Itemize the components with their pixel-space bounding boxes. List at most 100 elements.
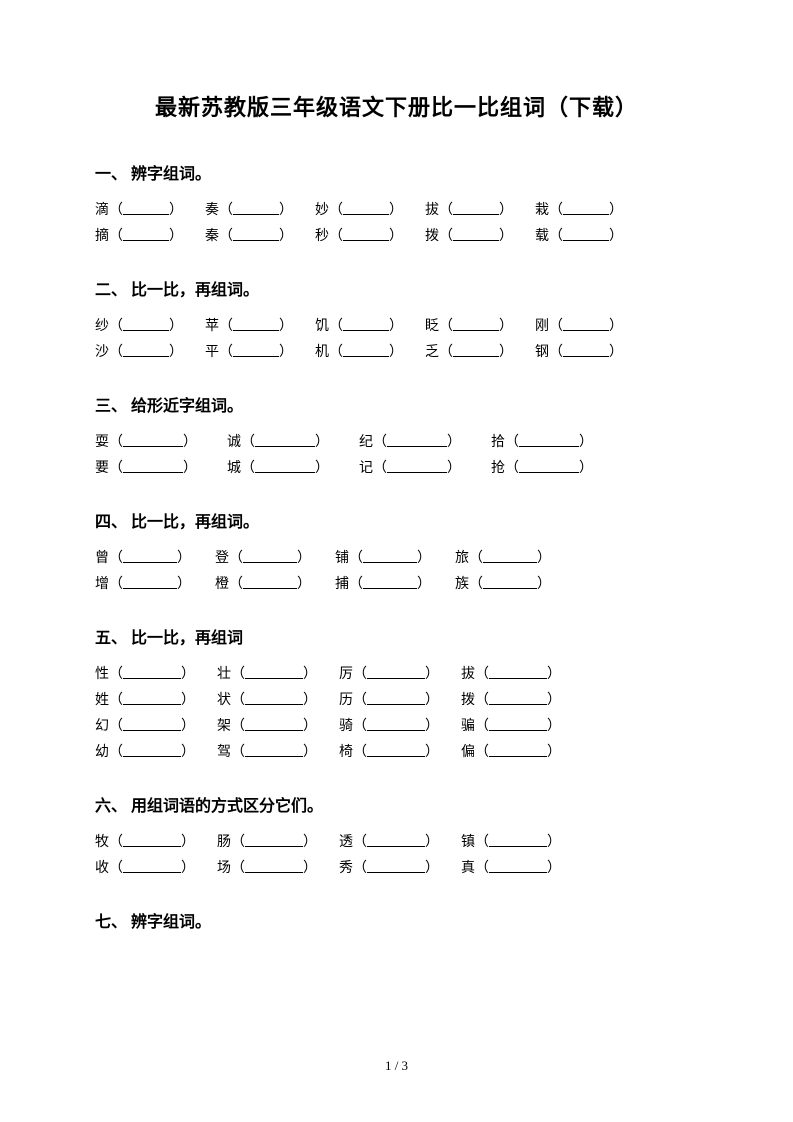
char-blank-cell: 壮（） [217, 662, 317, 688]
paren-right: ） [279, 198, 293, 224]
paren-left: （ [109, 456, 123, 482]
char-blank-cell: 增（） [95, 572, 191, 598]
paren-right: ） [181, 856, 195, 882]
character: 肠 [217, 830, 231, 856]
gap [317, 662, 339, 688]
paren-right: ） [315, 456, 329, 482]
char-blank-cell: 载（） [535, 224, 623, 250]
char-blank-cell: 状（） [217, 688, 317, 714]
blank-line [123, 433, 183, 447]
paren-left: （ [475, 830, 489, 856]
character: 收 [95, 856, 109, 882]
character: 秀 [339, 856, 353, 882]
gap [197, 430, 227, 456]
char-blank-cell: 捕（） [335, 572, 431, 598]
paren-right: ） [297, 572, 311, 598]
blank-line [123, 575, 177, 589]
paren-left: （ [549, 224, 563, 250]
blank-line [489, 743, 547, 757]
character: 奏 [205, 198, 219, 224]
character: 登 [215, 546, 229, 572]
character: 历 [339, 688, 353, 714]
paren-left: （ [109, 572, 123, 598]
char-blank-cell: 拨（） [425, 224, 513, 250]
blank-line [233, 201, 279, 215]
paren-left: （ [469, 546, 483, 572]
char-blank-cell: 滴（） [95, 198, 183, 224]
section-heading: 六、 用组词语的方式区分它们。 [95, 792, 698, 816]
char-blank-cell: 沙（） [95, 340, 183, 366]
paren-right: ） [279, 314, 293, 340]
paren-left: （ [439, 224, 453, 250]
blank-line [343, 343, 389, 357]
blank-line [123, 833, 181, 847]
exercise-row: 要（）城（）记（）抢（） [95, 456, 698, 482]
sections-container: 一、 辨字组词。滴（）奏（）妙（）拔（）栽（）摘（）秦（）秒（）拨（）载（）二、… [95, 160, 698, 932]
character: 状 [217, 688, 231, 714]
paren-right: ） [425, 740, 439, 766]
paren-right: ） [447, 430, 461, 456]
gap [317, 830, 339, 856]
blank-line [367, 691, 425, 705]
paren-left: （ [353, 856, 367, 882]
char-blank-cell: 乏（） [425, 340, 513, 366]
char-blank-cell: 场（） [217, 856, 317, 882]
paren-left: （ [109, 314, 123, 340]
exercise-row: 性（）壮（）厉（）拔（） [95, 662, 698, 688]
paren-right: ） [181, 830, 195, 856]
exercise-row: 纱（）苹（）饥（）眨（）刚（） [95, 314, 698, 340]
paren-left: （ [219, 314, 233, 340]
char-blank-cell: 摘（） [95, 224, 183, 250]
character: 骗 [461, 714, 475, 740]
gap [311, 546, 335, 572]
gap [403, 314, 425, 340]
paren-right: ） [181, 662, 195, 688]
section-2: 二、 比一比，再组词。纱（）苹（）饥（）眨（）刚（）沙（）平（）机（）乏（）钢（… [95, 276, 698, 366]
char-blank-cell: 肠（） [217, 830, 317, 856]
character: 耍 [95, 430, 109, 456]
paren-right: ） [609, 224, 623, 250]
char-blank-cell: 牧（） [95, 830, 195, 856]
paren-left: （ [439, 314, 453, 340]
blank-line [243, 575, 297, 589]
gap [293, 224, 315, 250]
character: 纱 [95, 314, 109, 340]
character: 透 [339, 830, 353, 856]
character: 拨 [425, 224, 439, 250]
char-blank-cell: 栽（） [535, 198, 623, 224]
paren-right: ） [183, 430, 197, 456]
blank-line [453, 317, 499, 331]
char-blank-cell: 收（） [95, 856, 195, 882]
gap [197, 456, 227, 482]
char-blank-cell: 透（） [339, 830, 439, 856]
char-blank-cell: 骗（） [461, 714, 561, 740]
character: 驾 [217, 740, 231, 766]
blank-line [123, 743, 181, 757]
character: 捕 [335, 572, 349, 598]
paren-left: （ [109, 830, 123, 856]
paren-right: ） [447, 456, 461, 482]
char-blank-cell: 妙（） [315, 198, 403, 224]
blank-line [245, 833, 303, 847]
character: 苹 [205, 314, 219, 340]
section-heading: 一、 辨字组词。 [95, 160, 698, 184]
section-1: 一、 辨字组词。滴（）奏（）妙（）拔（）栽（）摘（）秦（）秒（）拨（）载（） [95, 160, 698, 250]
exercise-row: 幼（）驾（）椅（）偏（） [95, 740, 698, 766]
blank-line [363, 549, 417, 563]
char-blank-cell: 历（） [339, 688, 439, 714]
paren-left: （ [241, 430, 255, 456]
character: 平 [205, 340, 219, 366]
char-blank-cell: 平（） [205, 340, 293, 366]
paren-right: ） [425, 688, 439, 714]
char-blank-cell: 秀（） [339, 856, 439, 882]
character: 拔 [461, 662, 475, 688]
char-blank-cell: 拨（） [461, 688, 561, 714]
paren-left: （ [219, 224, 233, 250]
character: 机 [315, 340, 329, 366]
paren-left: （ [109, 662, 123, 688]
blank-line [563, 227, 609, 241]
paren-left: （ [109, 740, 123, 766]
gap [461, 456, 491, 482]
character: 真 [461, 856, 475, 882]
paren-left: （ [505, 430, 519, 456]
